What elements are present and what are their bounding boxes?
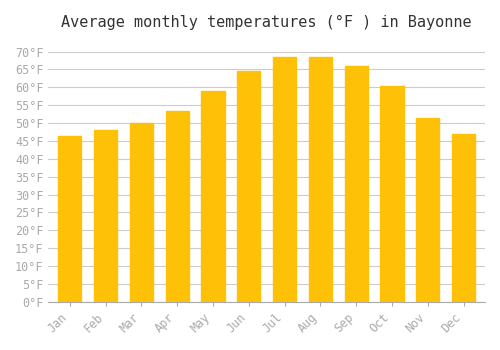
Bar bbox=[344, 66, 368, 302]
Bar bbox=[416, 118, 440, 302]
Bar bbox=[166, 111, 189, 302]
Bar bbox=[380, 85, 404, 302]
Bar bbox=[237, 71, 260, 302]
Title: Average monthly temperatures (°F ) in Bayonne: Average monthly temperatures (°F ) in Ba… bbox=[62, 15, 472, 30]
Bar bbox=[58, 135, 82, 302]
Bar bbox=[452, 134, 475, 302]
Bar bbox=[130, 123, 153, 302]
Bar bbox=[202, 91, 224, 302]
Bar bbox=[94, 130, 118, 302]
Bar bbox=[308, 57, 332, 302]
Bar bbox=[273, 57, 296, 302]
